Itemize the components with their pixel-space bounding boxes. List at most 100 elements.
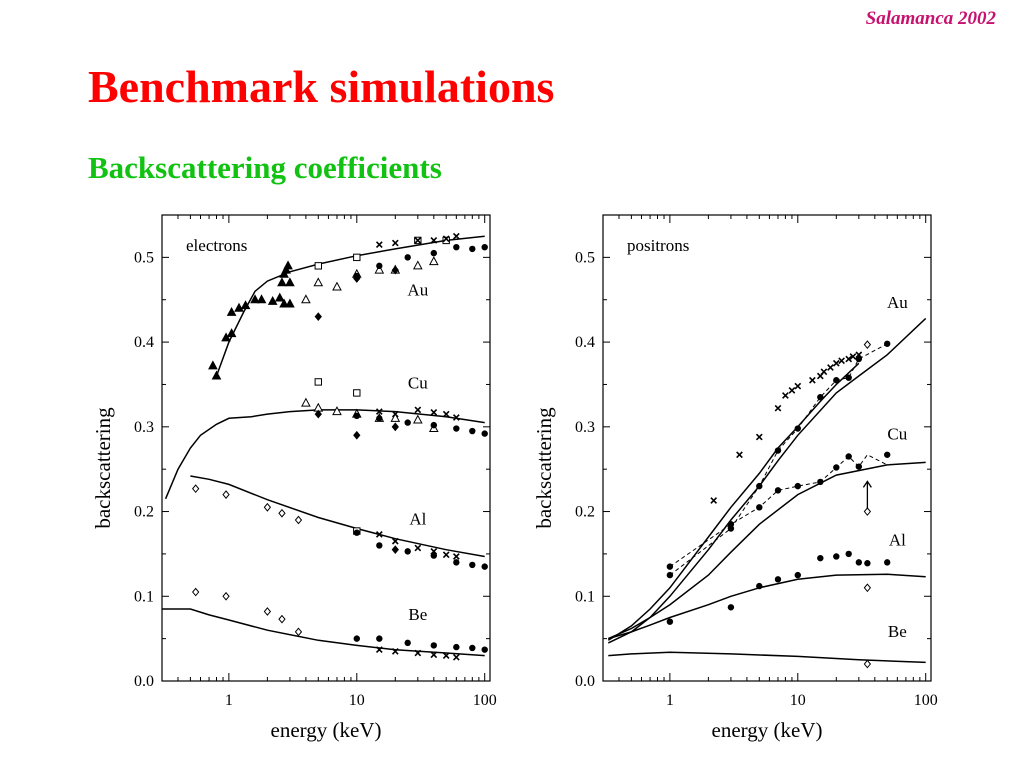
circle-filled-point bbox=[453, 559, 460, 566]
diamond-open-point bbox=[278, 614, 286, 624]
square-open-point bbox=[353, 389, 361, 397]
curve-label: Au bbox=[407, 280, 428, 299]
panel-label: electrons bbox=[186, 236, 247, 255]
y-tick-label: 0.4 bbox=[575, 334, 595, 351]
circle-filled-point bbox=[404, 254, 411, 261]
circle-filled-point bbox=[794, 482, 801, 490]
circle-filled-point bbox=[453, 643, 460, 651]
conference-tag: Salamanca 2002 bbox=[865, 8, 996, 29]
slide-subtitle: Backscattering coefficients bbox=[88, 150, 442, 185]
diamond-filled-point bbox=[353, 430, 361, 440]
circle-filled-point bbox=[481, 430, 488, 437]
triangle-open-point bbox=[332, 406, 342, 416]
triangle-filled-point bbox=[285, 298, 295, 308]
diamond-open-point bbox=[278, 508, 286, 518]
circle-filled-point bbox=[481, 243, 488, 251]
triangle-filled-point bbox=[283, 260, 293, 270]
dashed-series-line bbox=[669, 343, 888, 576]
circle-filled-point bbox=[884, 559, 891, 566]
simulation-curve bbox=[162, 608, 485, 657]
circle-filled-point bbox=[376, 262, 383, 270]
circle-filled-point bbox=[376, 542, 383, 549]
triangle-filled-point bbox=[274, 292, 285, 302]
cross-point bbox=[414, 406, 422, 414]
cross-point bbox=[845, 355, 853, 363]
diamond-filled-point bbox=[353, 274, 361, 283]
circle-filled-point bbox=[430, 421, 438, 429]
circle-filled-point bbox=[453, 425, 460, 432]
y-tick-label: 0.2 bbox=[575, 504, 595, 521]
cross-point bbox=[809, 376, 816, 384]
curve-label: Cu bbox=[887, 425, 907, 444]
circle-filled-point bbox=[855, 463, 863, 470]
cross-point bbox=[391, 647, 399, 655]
triangle-filled-point bbox=[279, 298, 289, 308]
cross-point bbox=[736, 451, 743, 459]
diamond-open-point bbox=[863, 340, 872, 350]
x-axis-title: energy (keV) bbox=[271, 718, 382, 742]
cross-point bbox=[391, 537, 399, 545]
cross-point bbox=[442, 410, 450, 418]
triangle-filled-point bbox=[208, 360, 218, 370]
positrons-panel: 0.0 0.1 0.2 0.3 0.4 0.5 1 10 100 energy (keV) back… bbox=[532, 214, 938, 742]
square-open-point bbox=[353, 253, 361, 262]
diamond-open-point bbox=[863, 659, 872, 669]
cross-point bbox=[375, 531, 383, 538]
simulation-curve bbox=[608, 573, 926, 640]
simulation-curve bbox=[190, 475, 485, 558]
cross-point bbox=[414, 237, 422, 244]
diamond-open-point bbox=[863, 583, 872, 593]
diamond-filled-point bbox=[314, 312, 322, 322]
curve-label: Al bbox=[889, 530, 906, 549]
cross-point bbox=[755, 433, 763, 441]
cross-point bbox=[452, 653, 460, 661]
cross-point bbox=[788, 387, 796, 394]
circle-filled-point bbox=[774, 447, 782, 454]
triangle-open-point bbox=[412, 414, 423, 424]
simulation-curve bbox=[607, 317, 927, 644]
triangle-filled-point bbox=[250, 294, 260, 304]
triangle-filled-point bbox=[211, 370, 222, 380]
x-tick-label: 1 bbox=[225, 692, 233, 709]
cross-point bbox=[391, 239, 399, 247]
cross-point bbox=[430, 651, 438, 659]
curve-label: Cu bbox=[408, 374, 428, 393]
x-axis-title: energy (keV) bbox=[712, 718, 823, 742]
triangle-filled-point bbox=[267, 295, 278, 305]
square-open-point bbox=[442, 236, 450, 245]
cross-point bbox=[820, 368, 828, 376]
circle-filled-point bbox=[376, 415, 383, 422]
x-tick-label: 10 bbox=[349, 692, 365, 709]
circle-filled-point bbox=[884, 451, 891, 458]
cross-point bbox=[710, 497, 718, 504]
circle-filled-point bbox=[430, 642, 438, 649]
circle-filled-point bbox=[469, 245, 476, 253]
circle-filled-point bbox=[727, 604, 735, 611]
y-tick-label: 0.4 bbox=[134, 334, 154, 351]
diamond-open-point bbox=[863, 507, 872, 516]
cross-point bbox=[774, 404, 782, 412]
cross-point bbox=[375, 241, 383, 249]
circle-filled-point bbox=[756, 504, 763, 511]
cross-point bbox=[452, 414, 460, 421]
circle-filled-point bbox=[404, 419, 411, 426]
circle-filled-point bbox=[353, 529, 360, 536]
slide-title: Benchmark simulations bbox=[88, 61, 555, 112]
plot-frame bbox=[161, 214, 491, 682]
cross-point bbox=[794, 382, 802, 390]
triangle-filled-point bbox=[226, 306, 237, 316]
triangle-filled-point bbox=[221, 332, 231, 342]
arrow-annotation bbox=[862, 480, 872, 510]
circle-filled-point bbox=[353, 412, 360, 420]
circle-filled-point bbox=[845, 374, 852, 381]
x-tick-label: 100 bbox=[473, 692, 497, 709]
circle-filled-point bbox=[481, 563, 488, 570]
circle-filled-point bbox=[376, 635, 383, 642]
cross-point bbox=[442, 235, 450, 243]
cross-point bbox=[827, 364, 834, 371]
circle-filled-point bbox=[469, 644, 476, 652]
cross-point bbox=[838, 357, 845, 365]
circle-filled-point bbox=[774, 576, 782, 583]
simulation-curve bbox=[164, 409, 485, 500]
simulation-curve bbox=[608, 651, 926, 664]
